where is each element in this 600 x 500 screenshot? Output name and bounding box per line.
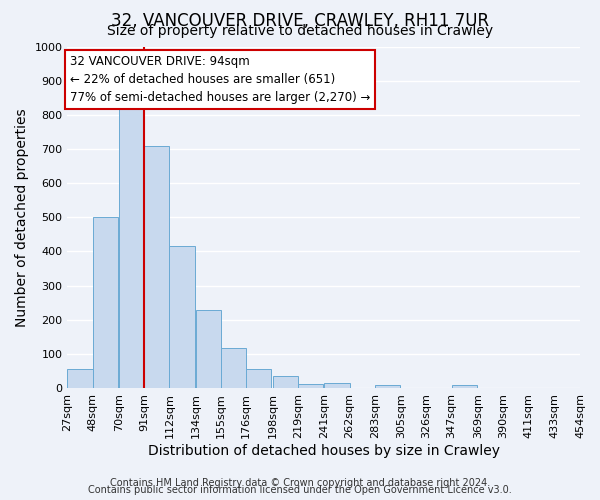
Bar: [325, 383, 350, 388]
Bar: [452, 386, 477, 388]
Bar: [246, 368, 271, 388]
Bar: [375, 384, 400, 388]
Text: Contains HM Land Registry data © Crown copyright and database right 2024.: Contains HM Land Registry data © Crown c…: [110, 478, 490, 488]
Bar: [119, 106, 144, 388]
Bar: [67, 370, 92, 388]
X-axis label: Distribution of detached houses by size in Crawley: Distribution of detached houses by size …: [148, 444, 500, 458]
Bar: [221, 348, 246, 388]
Text: 32, VANCOUVER DRIVE, CRAWLEY, RH11 7UR: 32, VANCOUVER DRIVE, CRAWLEY, RH11 7UR: [111, 12, 489, 30]
Bar: [298, 384, 323, 388]
Bar: [92, 218, 118, 388]
Bar: [144, 146, 169, 388]
Bar: [196, 310, 221, 388]
Y-axis label: Number of detached properties: Number of detached properties: [15, 108, 29, 326]
Bar: [272, 376, 298, 388]
Bar: [169, 246, 194, 388]
Text: Contains public sector information licensed under the Open Government Licence v3: Contains public sector information licen…: [88, 485, 512, 495]
Text: 32 VANCOUVER DRIVE: 94sqm
← 22% of detached houses are smaller (651)
77% of semi: 32 VANCOUVER DRIVE: 94sqm ← 22% of detac…: [70, 55, 370, 104]
Text: Size of property relative to detached houses in Crawley: Size of property relative to detached ho…: [107, 24, 493, 38]
